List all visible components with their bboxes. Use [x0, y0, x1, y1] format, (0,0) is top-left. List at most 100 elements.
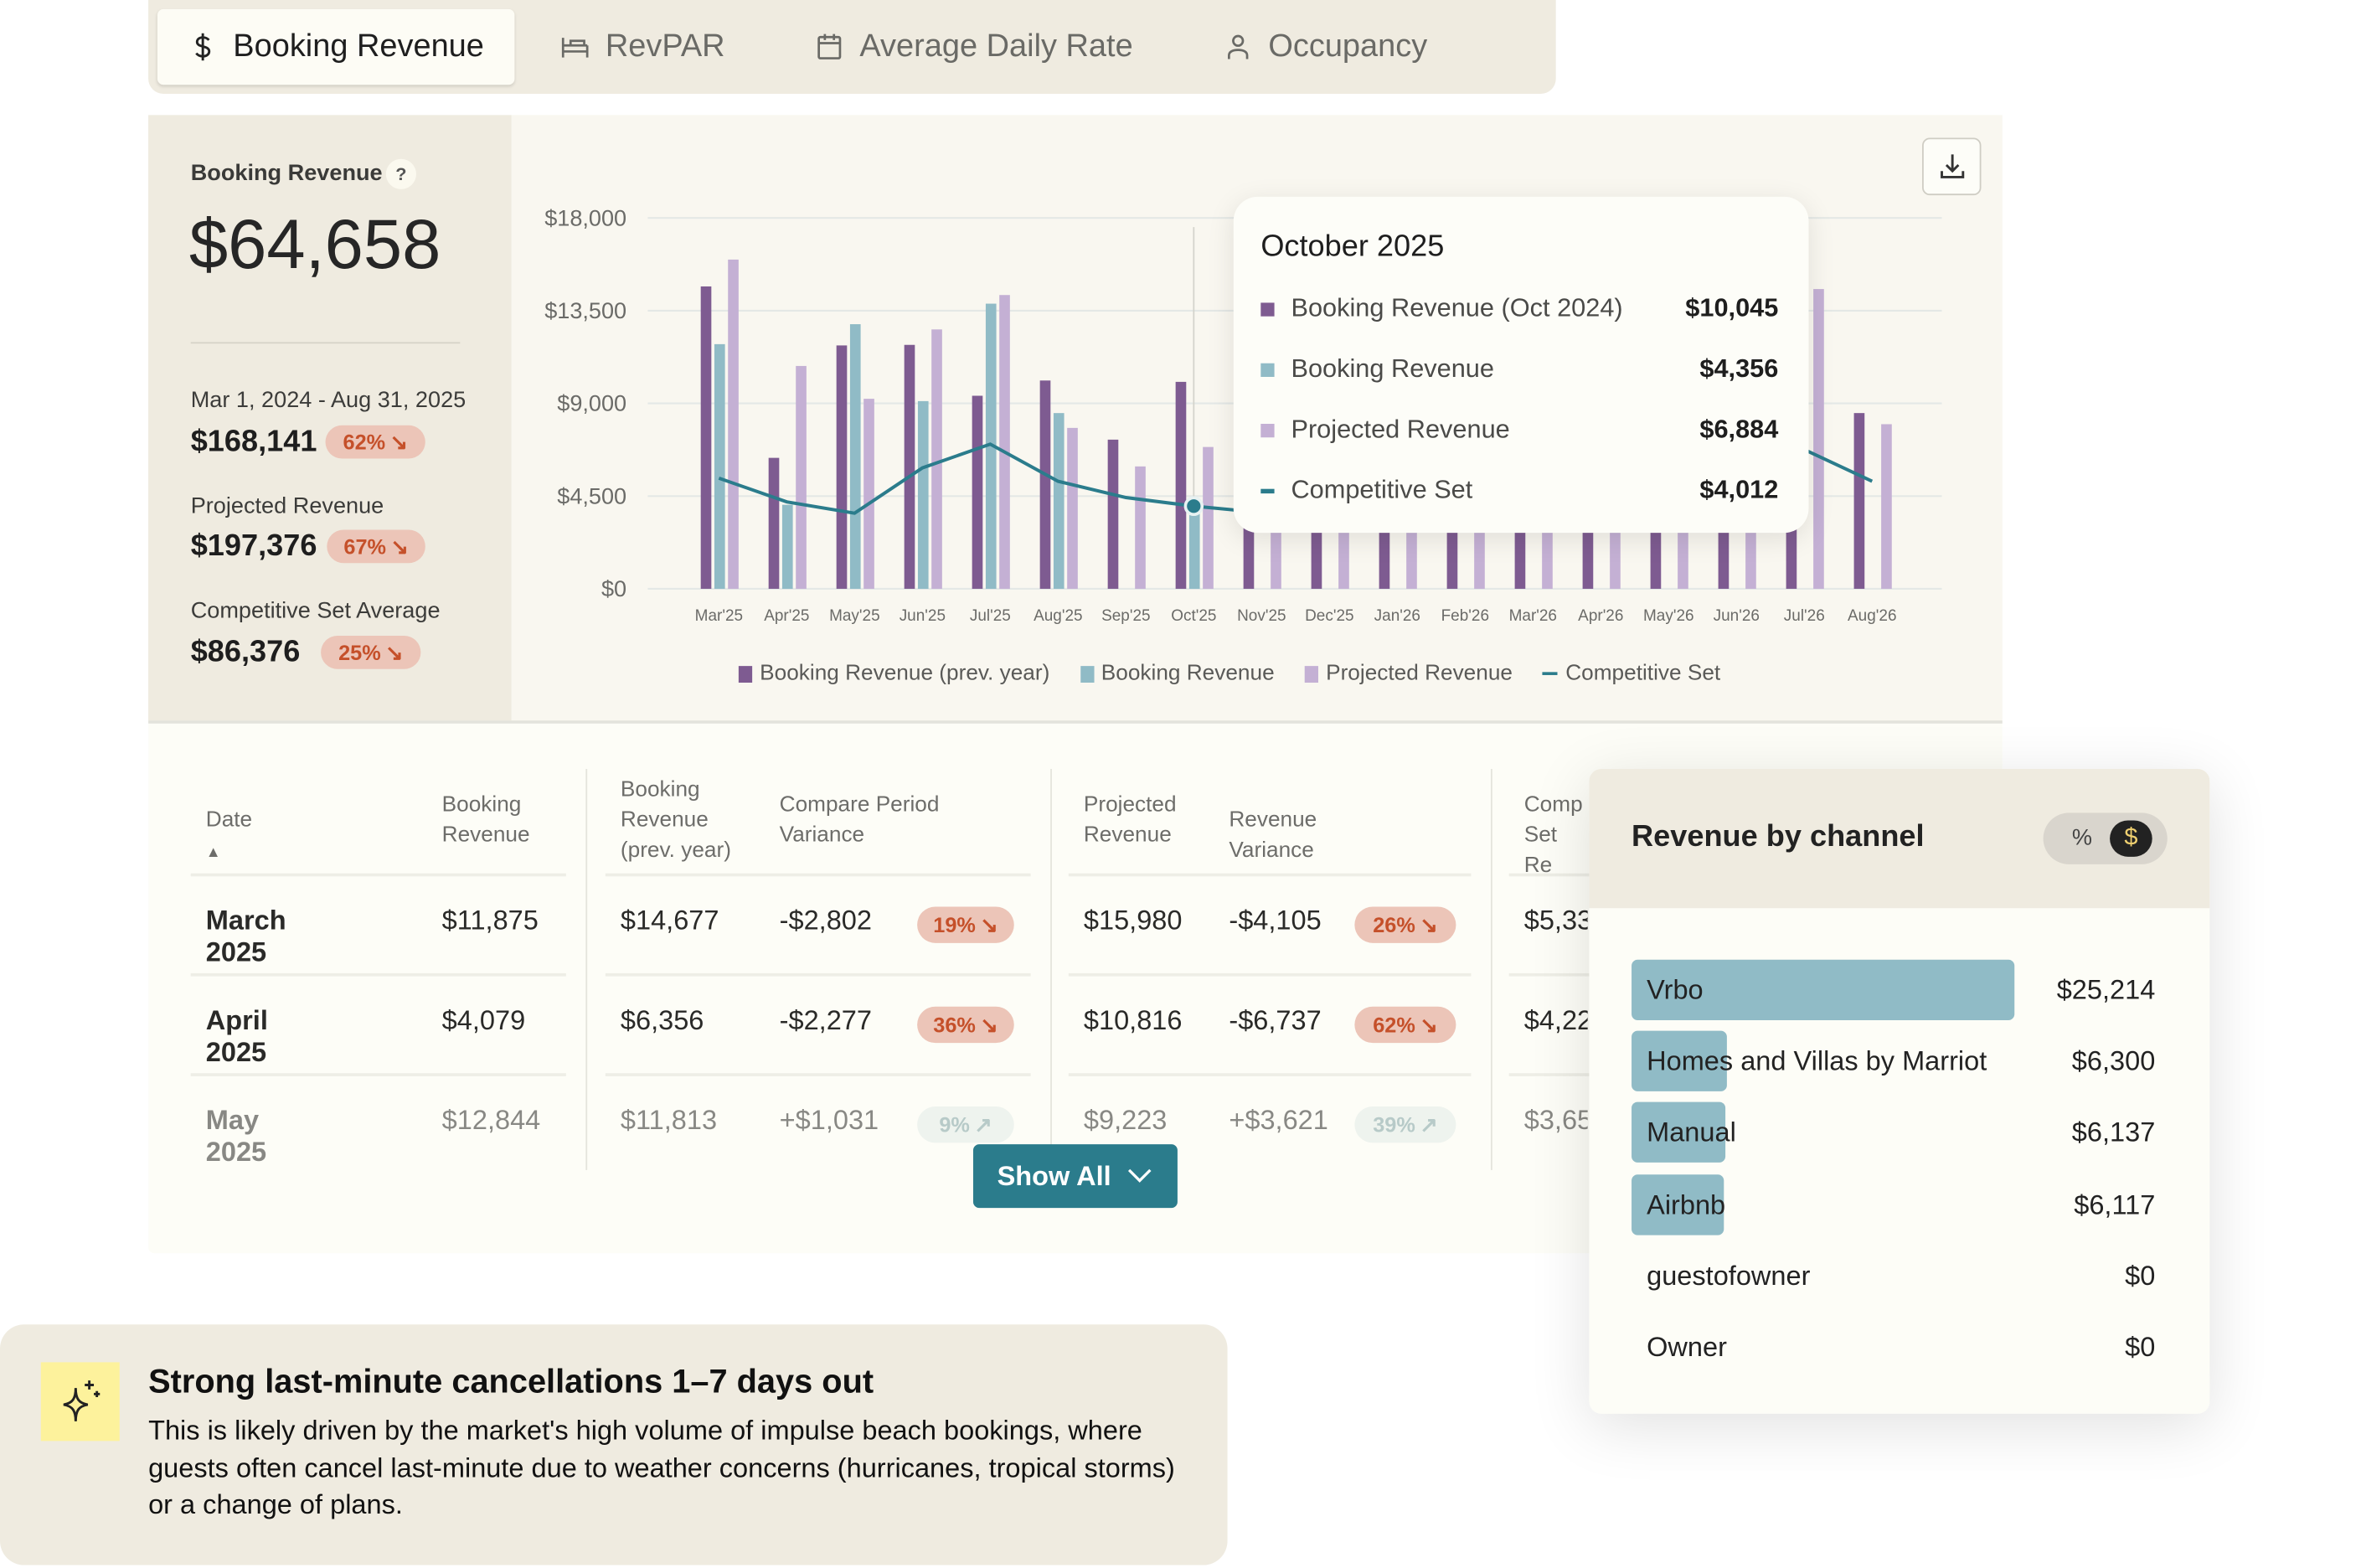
arrow-down-right-icon: ↘ — [1420, 1012, 1438, 1036]
channel-row[interactable]: Manual $6,137 — [1632, 1102, 2155, 1163]
x-tick-label: Aug'26 — [1848, 607, 1896, 625]
arrow-down-right-icon: ↘ — [389, 429, 408, 454]
tab-occupancy[interactable]: Occupancy — [1193, 9, 1457, 85]
tooltip-value: $4,356 — [1699, 353, 1779, 384]
x-tick-label: Mar'25 — [695, 607, 743, 625]
legend-swatch — [738, 665, 753, 683]
row-divider — [1508, 1073, 1601, 1076]
column-header-compset[interactable]: Comp Set Re — [1523, 792, 1583, 879]
row-divider — [605, 873, 1031, 877]
column-header-booking[interactable]: Booking Revenue — [441, 792, 530, 848]
tooltip-title: October 2025 — [1260, 230, 1445, 264]
arrow-up-right-icon: ↗ — [974, 1112, 992, 1137]
tab-booking-revenue[interactable]: Booking Revenue — [157, 8, 515, 85]
period-value: $168,141 — [190, 425, 317, 459]
x-tick-label: Jul'26 — [1784, 607, 1825, 625]
y-tick-label: $0 — [601, 575, 626, 601]
column-header-compare[interactable]: Compare Period Variance — [779, 792, 940, 848]
legend-swatch — [1260, 302, 1275, 316]
badge-text: 19% — [933, 912, 976, 937]
arrow-down-right-icon: ↘ — [390, 534, 409, 558]
cell-date: May 2025 — [205, 1105, 267, 1168]
x-tick-label: Jun'25 — [900, 607, 946, 625]
channel-name: Manual — [1647, 1117, 1736, 1148]
x-tick-label: Sep'25 — [1101, 607, 1150, 625]
download-icon — [1940, 154, 1964, 178]
channel-value: $0 — [2125, 1260, 2156, 1292]
channel-row[interactable]: guestofowner $0 — [1632, 1246, 2155, 1306]
tab-average-daily-rate[interactable]: Average Daily Rate — [784, 9, 1163, 85]
tooltip-row: Projected Revenue $6,884 — [1260, 415, 1778, 445]
unit-toggle[interactable]: % $ — [2043, 812, 2168, 864]
calendar-icon — [817, 34, 842, 59]
bar-booking — [1053, 413, 1065, 589]
tooltip-value: $4,012 — [1699, 475, 1779, 504]
card-title: Revenue by channel — [1632, 820, 1925, 854]
bar-booking — [1188, 498, 1200, 589]
legend-item[interactable]: Competitive Set — [1543, 662, 1720, 686]
bar-projected — [1135, 466, 1146, 589]
chart-tooltip: October 2025 Booking Revenue (Oct 2024) $… — [1233, 196, 1809, 534]
channel-row[interactable]: Airbnb $6,117 — [1632, 1173, 2155, 1235]
x-tick-label: Aug'25 — [1034, 607, 1082, 625]
legend-line — [1543, 672, 1559, 675]
bar-booking — [849, 324, 861, 589]
column-header-date[interactable]: Date ▲ — [206, 805, 252, 869]
booking-revenue-chart[interactable]: $0 $4,500 $9,000 $13,500 $18,000 Mar'25 Apr'25… — [0, 0, 2361, 726]
x-tick-label: May'26 — [1643, 607, 1694, 625]
metric-tabs: Booking Revenue RevPAR Average Daily Rat… — [148, 0, 1556, 95]
tooltip-value: $6,884 — [1699, 415, 1779, 444]
download-button[interactable] — [1922, 137, 1982, 196]
channel-row[interactable]: Vrbo $25,214 — [1632, 959, 2156, 1020]
channel-name: Owner — [1647, 1332, 1727, 1363]
x-tick-label: Nov'25 — [1237, 607, 1286, 625]
section-divider — [148, 720, 2003, 724]
tab-revpar[interactable]: RevPAR — [529, 9, 755, 85]
channel-name: Airbnb — [1647, 1189, 1726, 1220]
column-header-projected[interactable]: Projected Revenue — [1083, 792, 1177, 848]
legend-item[interactable]: Booking Revenue (prev. year) — [738, 662, 1049, 686]
legend-line — [1260, 487, 1275, 493]
channel-row[interactable]: Homes and Villas by Marriot $6,300 — [1632, 1030, 2156, 1092]
badge-text: 62% — [1373, 1012, 1415, 1037]
channel-bar — [1632, 959, 2015, 1020]
channel-row[interactable]: Owner $0 — [1632, 1317, 2155, 1377]
help-icon[interactable]: ? — [385, 158, 416, 189]
compset-badge: 25% ↘ — [321, 635, 421, 669]
insight-title: Strong last-minute cancellations 1–7 day… — [148, 1362, 874, 1400]
column-header-variance[interactable]: Revenue Variance — [1229, 807, 1317, 864]
column-header-prev-year[interactable]: Booking Revenue (prev. year) — [620, 777, 731, 864]
cell-compset: $3,65 — [1523, 1105, 1588, 1136]
compare-badge: 36% ↘ — [917, 1006, 1014, 1044]
x-tick-label: Oct'25 — [1171, 607, 1216, 625]
bar-prev-year — [1175, 381, 1187, 589]
row-divider — [605, 1073, 1031, 1076]
legend-item[interactable]: Projected Revenue — [1304, 662, 1513, 686]
legend-item[interactable]: Booking Revenue — [1080, 662, 1275, 686]
variance-badge: 39% ↗ — [1354, 1106, 1456, 1143]
x-tick-label: May'25 — [829, 607, 880, 625]
cell-compset: $5,33 — [1523, 905, 1588, 936]
column-divider — [585, 769, 588, 1170]
cell-compset: $4,22 — [1523, 1004, 1588, 1036]
legend-swatch — [1260, 362, 1275, 377]
column-divider — [1050, 769, 1052, 1170]
compset-value: $86,376 — [190, 635, 301, 669]
percent-option[interactable]: % — [2071, 824, 2093, 851]
dollar-option[interactable]: $ — [2110, 820, 2152, 857]
badge-text: 39% — [1373, 1112, 1415, 1137]
compare-badge: 19% ↘ — [917, 906, 1014, 943]
tooltip-row: Booking Revenue $4,356 — [1260, 354, 1778, 384]
show-all-button[interactable]: Show All — [972, 1144, 1178, 1209]
badge-text: 62% — [343, 430, 386, 455]
x-tick-label: Apr'25 — [764, 607, 809, 625]
sparkle-icon — [40, 1362, 120, 1442]
bar-prev-year — [1039, 380, 1051, 589]
bed-icon — [561, 38, 589, 58]
channel-bar — [1632, 1173, 1724, 1235]
row-divider — [605, 972, 1031, 977]
tab-label: RevPAR — [605, 28, 725, 64]
channel-value: $25,214 — [2056, 974, 2156, 1005]
channel-value: $6,300 — [2071, 1046, 2156, 1077]
compset-label: Competitive Set Average — [190, 597, 441, 624]
